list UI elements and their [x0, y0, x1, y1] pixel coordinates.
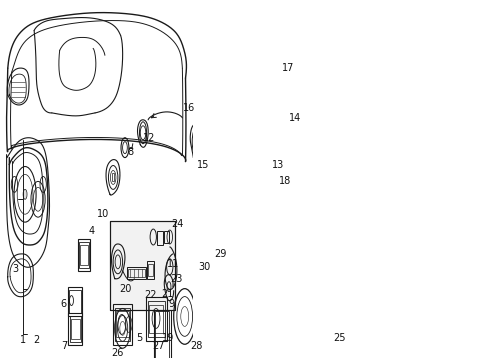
Text: 1: 1 — [20, 335, 26, 345]
Text: 4: 4 — [89, 226, 95, 236]
Bar — [252, 231, 256, 241]
Bar — [69, 316, 81, 342]
Text: 5: 5 — [136, 333, 142, 343]
Text: 6: 6 — [61, 298, 66, 309]
Bar — [71, 319, 80, 339]
Bar — [80, 245, 88, 265]
Bar — [116, 311, 129, 337]
Text: 14: 14 — [288, 113, 300, 123]
Text: 13: 13 — [271, 159, 284, 170]
Bar — [153, 254, 168, 282]
Text: 10: 10 — [97, 209, 109, 219]
Text: 27: 27 — [152, 341, 164, 351]
Text: 19: 19 — [162, 333, 174, 343]
Bar — [115, 307, 130, 341]
Bar — [146, 297, 166, 341]
Bar — [257, 231, 261, 241]
Text: 16: 16 — [182, 103, 194, 113]
Bar — [154, 257, 167, 279]
Bar — [127, 267, 146, 279]
Text: 11: 11 — [166, 259, 179, 269]
Text: 24: 24 — [171, 219, 183, 229]
Bar — [69, 290, 81, 314]
Bar — [246, 231, 250, 241]
Bar — [147, 261, 154, 279]
Bar — [128, 269, 145, 277]
Bar — [236, 184, 283, 272]
Text: 17: 17 — [281, 63, 293, 73]
Text: 20: 20 — [119, 284, 132, 294]
Text: 18: 18 — [278, 176, 290, 186]
Bar — [147, 301, 165, 337]
Bar — [274, 231, 278, 241]
Text: 28: 28 — [190, 341, 203, 351]
Text: 29: 29 — [213, 249, 226, 259]
Text: 8: 8 — [127, 147, 133, 157]
Bar — [241, 231, 245, 241]
Text: 23: 23 — [170, 274, 183, 284]
Bar — [268, 231, 272, 241]
Bar — [110, 221, 175, 310]
Text: 25: 25 — [333, 333, 345, 343]
Bar — [67, 287, 82, 316]
Bar — [239, 192, 258, 228]
Bar — [155, 311, 169, 360]
Text: 2: 2 — [33, 335, 39, 345]
Text: 9: 9 — [168, 298, 174, 309]
Bar — [113, 303, 132, 345]
Text: 12: 12 — [143, 133, 155, 143]
Bar — [68, 314, 82, 345]
Text: 21: 21 — [162, 289, 174, 298]
Text: 15: 15 — [196, 159, 208, 170]
Text: 22: 22 — [144, 289, 157, 300]
Bar — [112, 174, 114, 181]
Circle shape — [23, 189, 27, 199]
Bar — [164, 231, 169, 243]
Text: 30: 30 — [198, 262, 210, 272]
Bar — [263, 231, 267, 241]
Bar — [79, 242, 89, 268]
Bar — [110, 221, 175, 310]
Bar — [238, 188, 281, 268]
Bar — [78, 239, 90, 271]
Text: 26: 26 — [111, 348, 124, 358]
Bar — [149, 305, 163, 333]
Bar — [148, 264, 153, 276]
Bar — [157, 231, 163, 245]
Text: 7: 7 — [61, 341, 67, 351]
Text: 3: 3 — [13, 264, 19, 274]
Bar — [154, 309, 170, 360]
